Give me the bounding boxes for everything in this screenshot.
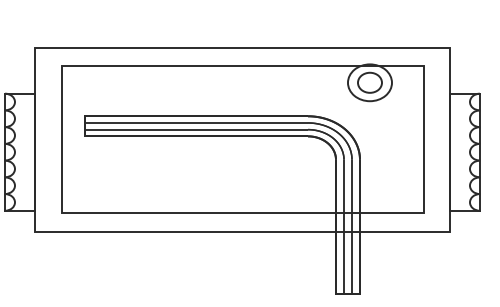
Bar (62, 66, 424, 213)
Polygon shape (85, 123, 352, 160)
Bar (35, 48, 450, 232)
